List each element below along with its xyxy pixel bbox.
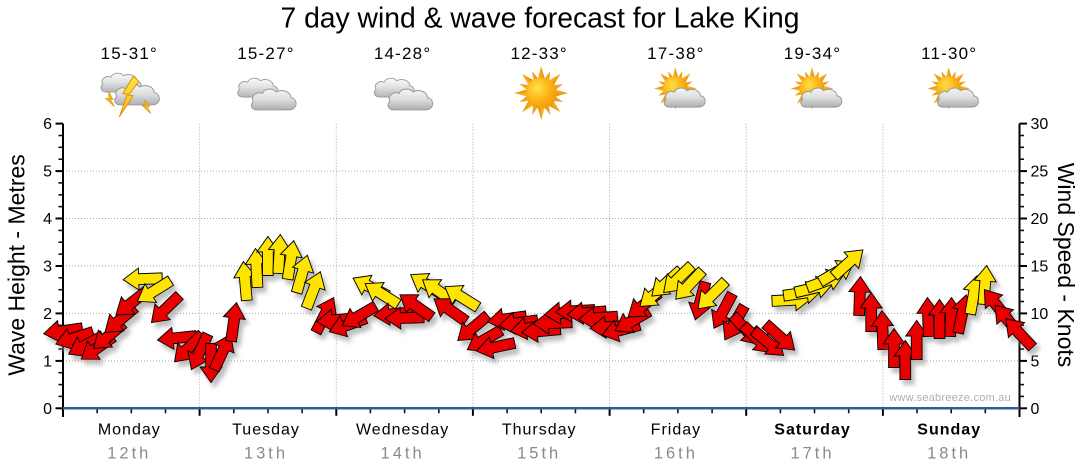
svg-text:17th: 17th xyxy=(790,445,834,463)
svg-text:17-38°: 17-38° xyxy=(647,44,704,63)
svg-text:0: 0 xyxy=(43,401,52,418)
svg-text:15: 15 xyxy=(1031,258,1049,275)
svg-text:12th: 12th xyxy=(107,445,151,463)
svg-text:6: 6 xyxy=(43,116,52,133)
svg-text:4: 4 xyxy=(43,211,52,228)
svg-text:16th: 16th xyxy=(654,445,698,463)
svg-text:18th: 18th xyxy=(927,445,971,463)
svg-text:7 day wind & wave forecast for: 7 day wind & wave forecast for Lake King xyxy=(280,2,799,34)
svg-text:19-34°: 19-34° xyxy=(784,44,841,63)
svg-text:12-33°: 12-33° xyxy=(510,44,567,63)
svg-text:Sunday: Sunday xyxy=(917,422,981,439)
svg-text:15-27°: 15-27° xyxy=(237,44,294,63)
svg-text:2: 2 xyxy=(43,306,52,323)
svg-text:5: 5 xyxy=(43,164,52,181)
svg-text:13th: 13th xyxy=(244,445,288,463)
svg-text:Wave Height - Metres: Wave Height - Metres xyxy=(4,154,30,376)
svg-text:15th: 15th xyxy=(517,445,561,463)
svg-text:30: 30 xyxy=(1031,116,1049,133)
svg-text:11-30°: 11-30° xyxy=(921,44,977,63)
svg-text:www.seabreeze.com.au: www.seabreeze.com.au xyxy=(888,392,1011,404)
svg-text:Wednesday: Wednesday xyxy=(356,422,449,439)
svg-text:Wind Speed - Knots: Wind Speed - Knots xyxy=(1053,163,1079,368)
svg-text:20: 20 xyxy=(1031,211,1049,228)
svg-text:Monday: Monday xyxy=(98,422,161,439)
svg-text:Thursday: Thursday xyxy=(502,422,577,439)
svg-text:25: 25 xyxy=(1031,164,1049,181)
svg-text:Tuesday: Tuesday xyxy=(232,422,300,439)
svg-text:Saturday: Saturday xyxy=(774,422,850,439)
svg-text:10: 10 xyxy=(1031,306,1049,323)
svg-text:5: 5 xyxy=(1031,353,1040,370)
svg-text:14th: 14th xyxy=(381,445,425,463)
svg-text:1: 1 xyxy=(43,353,52,370)
svg-text:0: 0 xyxy=(1031,401,1040,418)
svg-text:15-31°: 15-31° xyxy=(101,44,158,63)
svg-text:3: 3 xyxy=(43,258,52,275)
svg-text:14-28°: 14-28° xyxy=(374,44,431,63)
svg-text:Friday: Friday xyxy=(651,422,701,439)
